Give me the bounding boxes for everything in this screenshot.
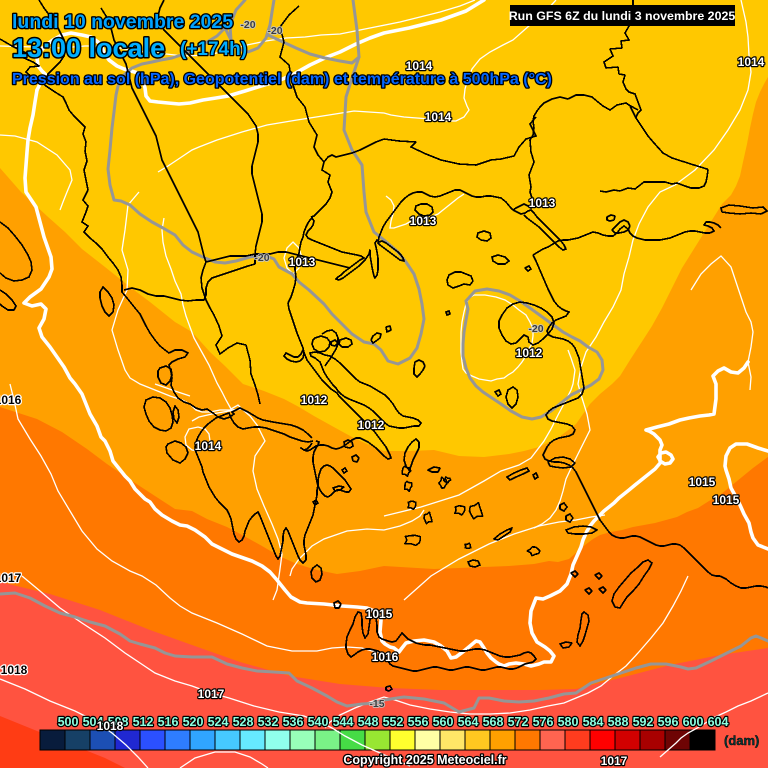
svg-text:524: 524 (208, 715, 229, 729)
svg-text:(dam): (dam) (724, 733, 759, 748)
svg-text:584: 584 (583, 715, 604, 729)
svg-text:504: 504 (83, 715, 104, 729)
svg-text:1013: 1013 (529, 196, 556, 210)
svg-text:552: 552 (383, 715, 404, 729)
svg-text:1017: 1017 (601, 754, 628, 768)
svg-text:1016: 1016 (0, 393, 22, 407)
svg-text:536: 536 (283, 715, 304, 729)
svg-text:1012: 1012 (301, 393, 328, 407)
svg-text:588: 588 (608, 715, 629, 729)
svg-text:1017: 1017 (0, 571, 22, 585)
svg-text:596: 596 (658, 715, 679, 729)
svg-text:1012: 1012 (516, 346, 543, 360)
svg-text:Pression au sol (hPa), Geopote: Pression au sol (hPa), Geopotentiel (dam… (12, 71, 552, 88)
svg-text:544: 544 (333, 715, 354, 729)
svg-text:1015: 1015 (366, 607, 393, 621)
svg-text:572: 572 (508, 715, 529, 729)
svg-text:1017: 1017 (198, 687, 225, 701)
svg-text:-20: -20 (254, 252, 269, 264)
svg-text:560: 560 (433, 715, 454, 729)
svg-text:1016: 1016 (372, 650, 399, 664)
svg-text:1013: 1013 (410, 214, 437, 228)
svg-text:532: 532 (258, 715, 279, 729)
svg-text:(+174h): (+174h) (180, 39, 247, 60)
svg-text:528: 528 (233, 715, 254, 729)
svg-text:1015: 1015 (713, 493, 740, 507)
svg-text:548: 548 (358, 715, 379, 729)
svg-text:1012: 1012 (358, 418, 385, 432)
svg-text:568: 568 (483, 715, 504, 729)
svg-text:1014: 1014 (195, 439, 222, 453)
svg-text:1014: 1014 (425, 110, 452, 124)
svg-text:1018: 1018 (97, 719, 124, 733)
svg-text:1013: 1013 (289, 255, 316, 269)
svg-text:592: 592 (633, 715, 654, 729)
svg-text:-15: -15 (369, 698, 384, 710)
svg-text:604: 604 (708, 715, 729, 729)
svg-text:Run GFS 6Z du lundi 3 novembre: Run GFS 6Z du lundi 3 novembre 2025 (509, 9, 736, 23)
svg-text:-20: -20 (240, 19, 255, 31)
svg-text:556: 556 (408, 715, 429, 729)
svg-text:500: 500 (58, 715, 79, 729)
svg-text:512: 512 (133, 715, 154, 729)
svg-text:-20: -20 (528, 323, 543, 335)
svg-text:564: 564 (458, 715, 479, 729)
svg-text:Copyright 2025 Meteociel.fr: Copyright 2025 Meteociel.fr (343, 753, 506, 767)
svg-text:lundi 10 novembre 2025: lundi 10 novembre 2025 (12, 11, 233, 33)
svg-text:600: 600 (683, 715, 704, 729)
svg-text:540: 540 (308, 715, 329, 729)
svg-text:1018: 1018 (1, 663, 28, 677)
svg-text:516: 516 (158, 715, 179, 729)
svg-text:13:00 locale: 13:00 locale (12, 33, 165, 63)
svg-text:1014: 1014 (738, 55, 765, 69)
svg-text:-20: -20 (267, 25, 282, 37)
svg-text:1014: 1014 (406, 59, 433, 73)
svg-text:576: 576 (533, 715, 554, 729)
svg-text:580: 580 (558, 715, 579, 729)
svg-text:520: 520 (183, 715, 204, 729)
svg-text:1015: 1015 (689, 475, 716, 489)
svg-text:508: 508 (108, 715, 129, 729)
